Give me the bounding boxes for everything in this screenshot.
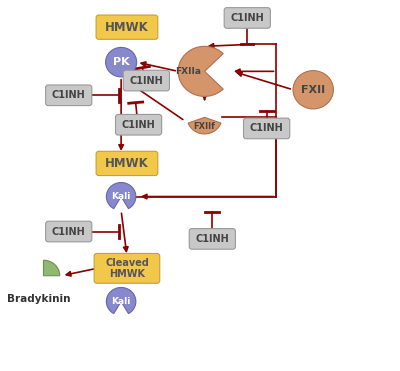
Circle shape: [106, 47, 137, 77]
Text: FXIIf: FXIIf: [194, 122, 216, 131]
Wedge shape: [178, 46, 223, 96]
Text: C1INH: C1INH: [52, 90, 86, 100]
Wedge shape: [44, 260, 60, 276]
FancyBboxPatch shape: [244, 118, 290, 139]
Text: Kali: Kali: [112, 297, 131, 306]
Text: HMWK: HMWK: [105, 21, 149, 34]
Circle shape: [293, 70, 334, 109]
Text: FXIIa: FXIIa: [175, 67, 201, 76]
Text: Kali: Kali: [112, 192, 131, 201]
Text: C1INH: C1INH: [250, 124, 284, 134]
Text: C1INH: C1INH: [230, 13, 264, 23]
Text: FXII: FXII: [301, 85, 325, 95]
FancyBboxPatch shape: [189, 229, 236, 249]
Text: HMWK: HMWK: [105, 157, 149, 170]
Text: Bradykinin: Bradykinin: [7, 293, 70, 303]
Text: C1INH: C1INH: [122, 120, 156, 130]
FancyBboxPatch shape: [123, 70, 170, 91]
FancyBboxPatch shape: [116, 114, 162, 135]
FancyBboxPatch shape: [224, 8, 270, 28]
FancyBboxPatch shape: [94, 253, 160, 283]
Text: Cleaved
HMWK: Cleaved HMWK: [105, 257, 149, 279]
Wedge shape: [188, 117, 221, 134]
FancyBboxPatch shape: [96, 15, 158, 39]
Text: C1INH: C1INH: [52, 227, 86, 237]
Text: C1INH: C1INH: [196, 234, 229, 244]
FancyBboxPatch shape: [46, 85, 92, 106]
FancyBboxPatch shape: [96, 151, 158, 175]
FancyBboxPatch shape: [46, 221, 92, 242]
Wedge shape: [106, 183, 136, 209]
Text: C1INH: C1INH: [130, 76, 163, 86]
Text: PK: PK: [113, 57, 130, 67]
Wedge shape: [106, 288, 136, 313]
